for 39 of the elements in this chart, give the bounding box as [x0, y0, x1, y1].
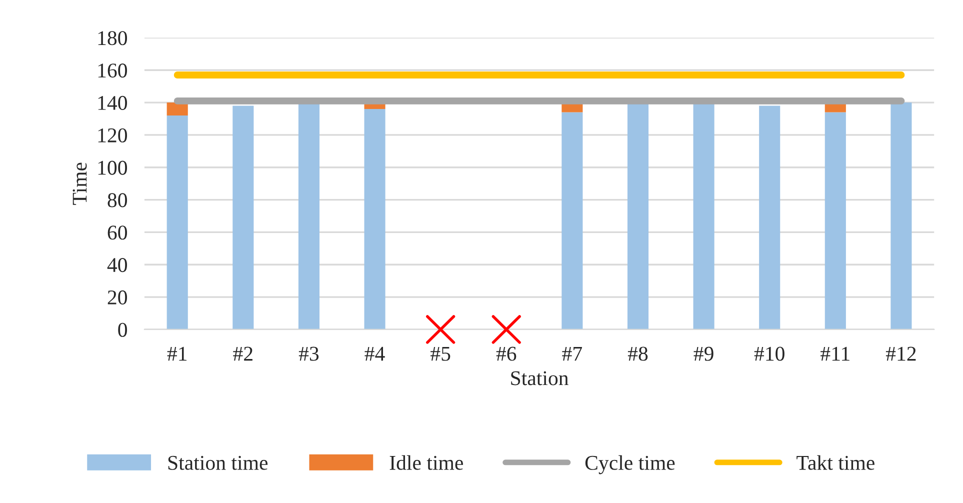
legend-label: Cycle time — [585, 455, 675, 474]
x-tick-label: #4 — [364, 346, 385, 361]
x-tick-label: #7 — [562, 346, 582, 361]
bar — [693, 102, 714, 330]
x-tick-label: #12 — [886, 346, 916, 361]
bar — [627, 102, 649, 330]
legend-label: Takt time — [796, 455, 874, 470]
y-tick-label: 140 — [98, 96, 127, 110]
x-tick-label: #8 — [628, 346, 648, 361]
y-tick-label: 40 — [107, 258, 127, 272]
y-tick-label: 180 — [98, 31, 127, 46]
bar — [166, 102, 188, 116]
bar — [166, 116, 188, 330]
bar — [232, 106, 254, 330]
y-tick-label: 60 — [108, 226, 127, 240]
x-tick-label: #9 — [694, 346, 714, 361]
bar — [824, 112, 846, 330]
y-tick-label: 100 — [98, 160, 127, 175]
x-tick-label: #6 — [496, 346, 516, 361]
x-tick-label: #3 — [298, 346, 319, 361]
legend-label: Idle time — [390, 455, 463, 470]
y-tick-label: 160 — [98, 64, 127, 78]
legend-label: Station time — [168, 456, 268, 470]
bar — [759, 106, 780, 330]
y-tick-label: 80 — [108, 193, 127, 208]
bar — [298, 102, 320, 330]
x-axis-title: Station — [511, 371, 568, 386]
x-tick-label: #1 — [167, 346, 187, 361]
bar — [364, 109, 386, 330]
y-axis-title: Time — [72, 162, 87, 205]
y-tick-label: 120 — [98, 128, 127, 142]
x-tick-label: #5 — [430, 346, 450, 361]
x-tick-label: #10 — [754, 346, 784, 361]
x-tick-label: #11 — [820, 346, 850, 361]
bar — [890, 102, 912, 330]
y-tick-label: 0 — [118, 322, 127, 337]
x-tick-label: #2 — [233, 346, 252, 361]
bar — [562, 112, 583, 330]
y-tick-label: 20 — [108, 290, 127, 304]
